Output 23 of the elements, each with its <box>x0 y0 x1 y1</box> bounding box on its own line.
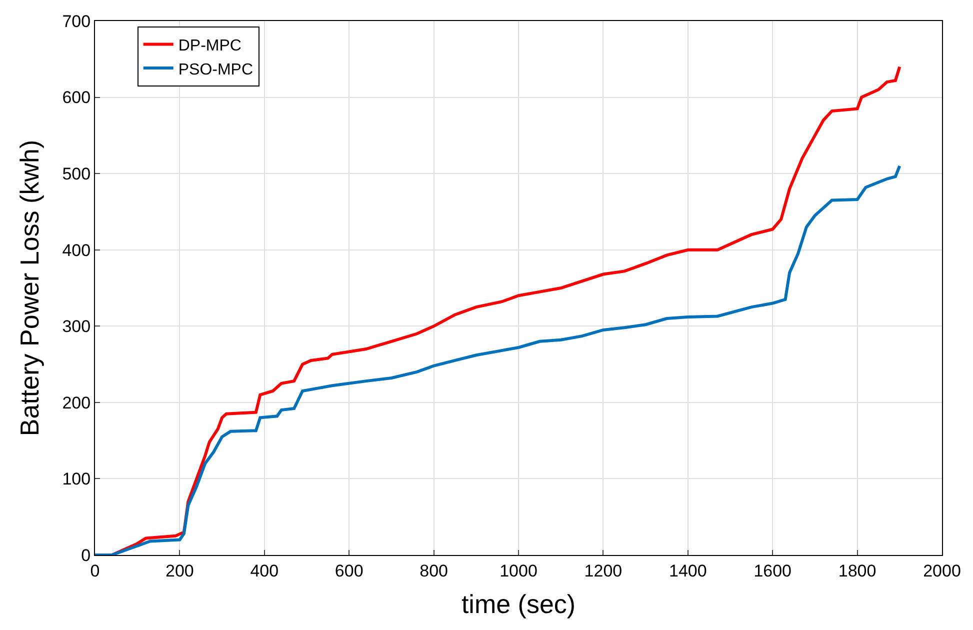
y-tick-label: 300 <box>62 317 91 336</box>
x-tick-label: 1200 <box>584 561 622 580</box>
legend-label: DP-MPC <box>178 37 242 54</box>
y-axis-title: Battery Power Loss (kwh) <box>14 140 45 436</box>
x-axis-title: time (sec) <box>461 589 576 620</box>
x-tick-label: 800 <box>420 561 448 580</box>
y-tick-label: 200 <box>62 393 91 412</box>
y-tick-label: 0 <box>81 546 91 565</box>
x-tick-label: 1400 <box>668 561 707 580</box>
x-tick-label: 400 <box>250 561 279 580</box>
legend-label: PSO-MPC <box>178 61 254 78</box>
x-tick-label: 1600 <box>754 561 792 580</box>
x-tick-label: 1800 <box>838 561 876 580</box>
y-tick-label: 600 <box>62 88 91 108</box>
x-tick-label: 600 <box>334 561 364 580</box>
x-tick-label: 2000 <box>923 561 961 580</box>
x-tick-label: 1000 <box>500 561 538 580</box>
y-tick-label: 400 <box>62 240 91 260</box>
line-series <box>95 164 902 555</box>
y-tick-label: 100 <box>62 470 91 489</box>
x-tick-label: 200 <box>166 561 194 580</box>
y-tick-label: 700 <box>62 12 91 31</box>
y-tick-label: 500 <box>62 164 91 184</box>
